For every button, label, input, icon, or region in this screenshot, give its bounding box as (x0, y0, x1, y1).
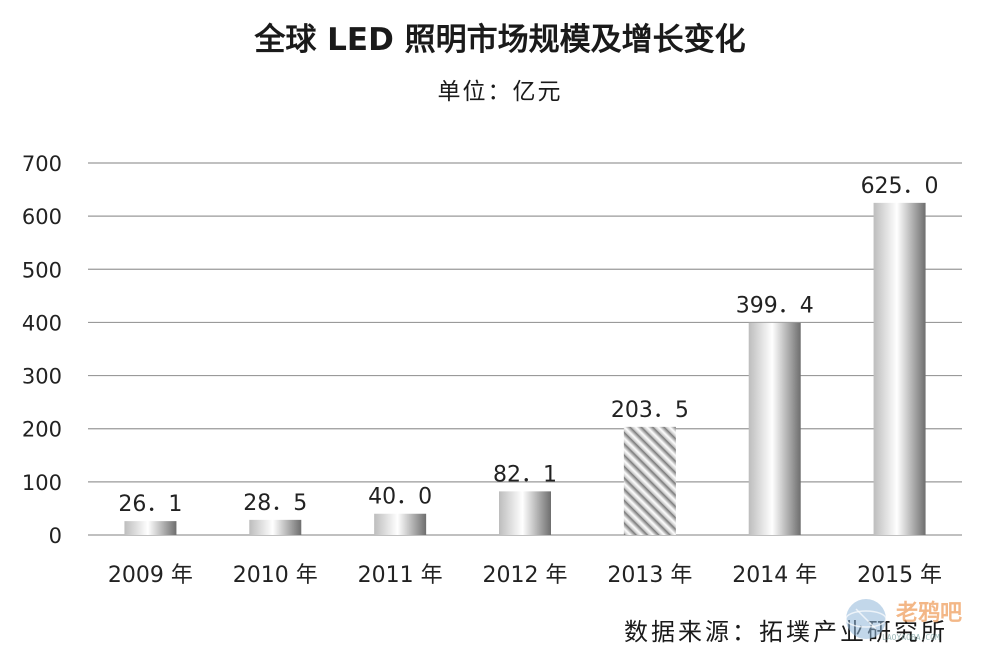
x-tick-label: 2013 年 (607, 563, 692, 588)
y-tick-label: 700 (22, 152, 62, 176)
globe-icon (845, 599, 887, 639)
watermark-url: LAOYAOBA.COM (882, 633, 940, 642)
y-tick-label: 400 (22, 311, 62, 335)
y-tick-label: 0 (49, 524, 62, 548)
value-label: 399．4 (736, 294, 814, 319)
bar (623, 426, 676, 535)
y-tick-label: 300 (22, 365, 62, 389)
x-tick-label: 2012 年 (483, 563, 568, 588)
bar (374, 513, 427, 535)
value-label: 28．5 (243, 491, 307, 516)
y-tick-label: 500 (22, 258, 62, 282)
value-label: 625．0 (861, 174, 939, 199)
value-label: 82．1 (493, 462, 557, 487)
x-tick-label: 2015 年 (857, 563, 942, 588)
watermark: 老鸦吧 LAOYAOBA.COM (842, 593, 992, 649)
bar (873, 202, 926, 535)
y-tick-label: 600 (22, 205, 62, 229)
x-tick-label: 2014 年 (732, 563, 817, 588)
bar (124, 521, 177, 535)
watermark-text: 老鸦吧 (896, 601, 963, 626)
value-label: 203．5 (611, 398, 689, 423)
y-tick-label: 200 (22, 418, 62, 442)
bar (249, 519, 302, 535)
value-label: 26．1 (118, 492, 182, 517)
chart-unit: 单位：亿元 (437, 79, 563, 105)
data-source: 数据来源：拓墣产业研究所 (624, 618, 948, 646)
x-tick-label: 2011 年 (358, 563, 443, 588)
bar (499, 491, 551, 535)
chart-title: 全球 LED 照明市场规模及增长变化 (254, 22, 746, 58)
x-tick-label: 2010 年 (233, 563, 318, 588)
bar (748, 322, 801, 535)
x-tick-label: 2009 年 (108, 563, 193, 588)
y-tick-label: 100 (22, 471, 62, 495)
value-label: 40．0 (368, 485, 432, 510)
